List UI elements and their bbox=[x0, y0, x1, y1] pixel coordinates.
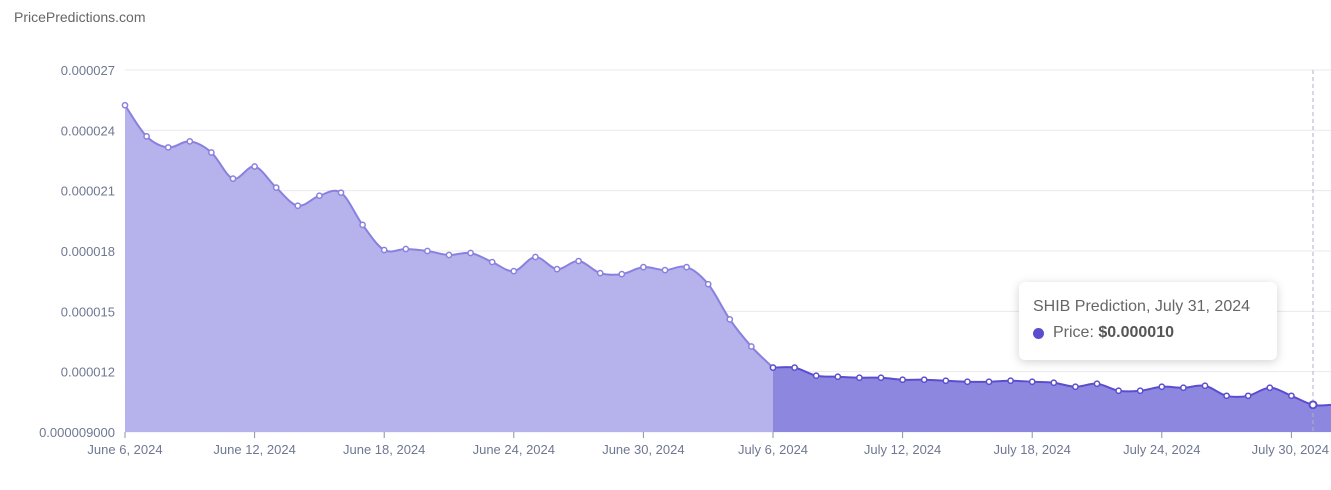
x-tick-label: July 18, 2024 bbox=[994, 442, 1071, 457]
y-tick-label: 0.000015 bbox=[61, 304, 115, 319]
series-dot-icon bbox=[1033, 328, 1044, 339]
data-point bbox=[121, 101, 129, 109]
data-point bbox=[1288, 392, 1295, 400]
data-point bbox=[1266, 384, 1274, 392]
data-point bbox=[1136, 387, 1144, 395]
data-point bbox=[1072, 383, 1079, 391]
data-point bbox=[1028, 378, 1036, 386]
data-point bbox=[316, 192, 323, 200]
data-point bbox=[467, 249, 474, 257]
data-point bbox=[1007, 377, 1014, 385]
y-tick-label: 0.000024 bbox=[61, 123, 115, 138]
data-point bbox=[877, 374, 885, 382]
x-tick-label: June 6, 2024 bbox=[87, 442, 162, 457]
x-tick-label: July 12, 2024 bbox=[864, 442, 941, 457]
tooltip-title: SHIB Prediction, July 31, 2024 bbox=[1033, 298, 1251, 315]
data-point bbox=[1244, 392, 1252, 400]
y-tick-label: 0.000009000 bbox=[39, 425, 115, 440]
data-point bbox=[985, 378, 993, 386]
data-point bbox=[272, 184, 280, 191]
data-point bbox=[1093, 380, 1101, 388]
x-tick-label: July 6, 2024 bbox=[738, 442, 808, 457]
data-point bbox=[791, 364, 798, 371]
data-point bbox=[856, 374, 863, 382]
data-point bbox=[596, 269, 604, 277]
data-point bbox=[683, 263, 690, 271]
data-point bbox=[1201, 382, 1209, 390]
data-point bbox=[964, 378, 971, 386]
data-point bbox=[726, 316, 734, 323]
x-tick-label: June 18, 2024 bbox=[343, 442, 425, 457]
data-point bbox=[920, 376, 928, 384]
data-point bbox=[208, 149, 215, 156]
data-point bbox=[661, 266, 669, 274]
data-point bbox=[942, 377, 950, 385]
data-point bbox=[251, 163, 258, 170]
y-tick-label: 0.000012 bbox=[61, 365, 115, 380]
x-tick-label: July 24, 2024 bbox=[1123, 442, 1200, 457]
data-point bbox=[510, 267, 518, 275]
data-point bbox=[618, 270, 626, 278]
x-tick-label: June 24, 2024 bbox=[473, 442, 555, 457]
tooltip-value-line: Price: $0.000010 bbox=[1053, 324, 1174, 342]
data-point bbox=[186, 138, 194, 145]
data-point bbox=[748, 343, 755, 350]
chart-tooltip: SHIB Prediction, July 31, 2024 Price: $0… bbox=[1019, 282, 1277, 360]
x-tick-label: June 12, 2024 bbox=[213, 442, 295, 457]
tooltip-label: Price: bbox=[1053, 324, 1094, 341]
series-area-1 bbox=[773, 367, 1331, 432]
data-point bbox=[899, 376, 906, 384]
data-point bbox=[380, 246, 388, 254]
data-point bbox=[1180, 384, 1187, 392]
data-point bbox=[704, 280, 712, 288]
data-point bbox=[532, 253, 539, 261]
data-point bbox=[1050, 379, 1058, 387]
data-point bbox=[640, 263, 647, 271]
data-point bbox=[143, 133, 150, 140]
y-tick-label: 0.000021 bbox=[61, 184, 115, 199]
data-point bbox=[164, 144, 172, 151]
active-data-point bbox=[1308, 400, 1318, 410]
data-point bbox=[1115, 387, 1122, 395]
data-point bbox=[337, 189, 345, 197]
data-point bbox=[575, 257, 582, 265]
data-point bbox=[359, 221, 366, 229]
series-area-0 bbox=[125, 105, 773, 432]
data-point bbox=[834, 373, 842, 381]
x-tick-label: June 30, 2024 bbox=[602, 442, 684, 457]
data-point bbox=[1223, 392, 1230, 400]
data-point bbox=[769, 364, 777, 371]
data-point bbox=[424, 247, 431, 255]
data-point bbox=[229, 175, 237, 182]
site-brand: PricePredictions.com bbox=[14, 9, 146, 25]
y-tick-label: 0.000018 bbox=[61, 244, 115, 259]
x-tick-label: July 30, 2024 bbox=[1252, 442, 1329, 457]
y-tick-label: 0.000027 bbox=[61, 63, 115, 78]
data-point bbox=[488, 258, 496, 266]
tooltip-value: $0.000010 bbox=[1098, 324, 1174, 341]
data-point bbox=[1158, 383, 1166, 391]
data-point bbox=[812, 372, 820, 380]
data-point bbox=[294, 202, 302, 210]
data-point bbox=[553, 265, 561, 273]
data-point bbox=[402, 245, 410, 253]
data-point bbox=[445, 251, 453, 259]
